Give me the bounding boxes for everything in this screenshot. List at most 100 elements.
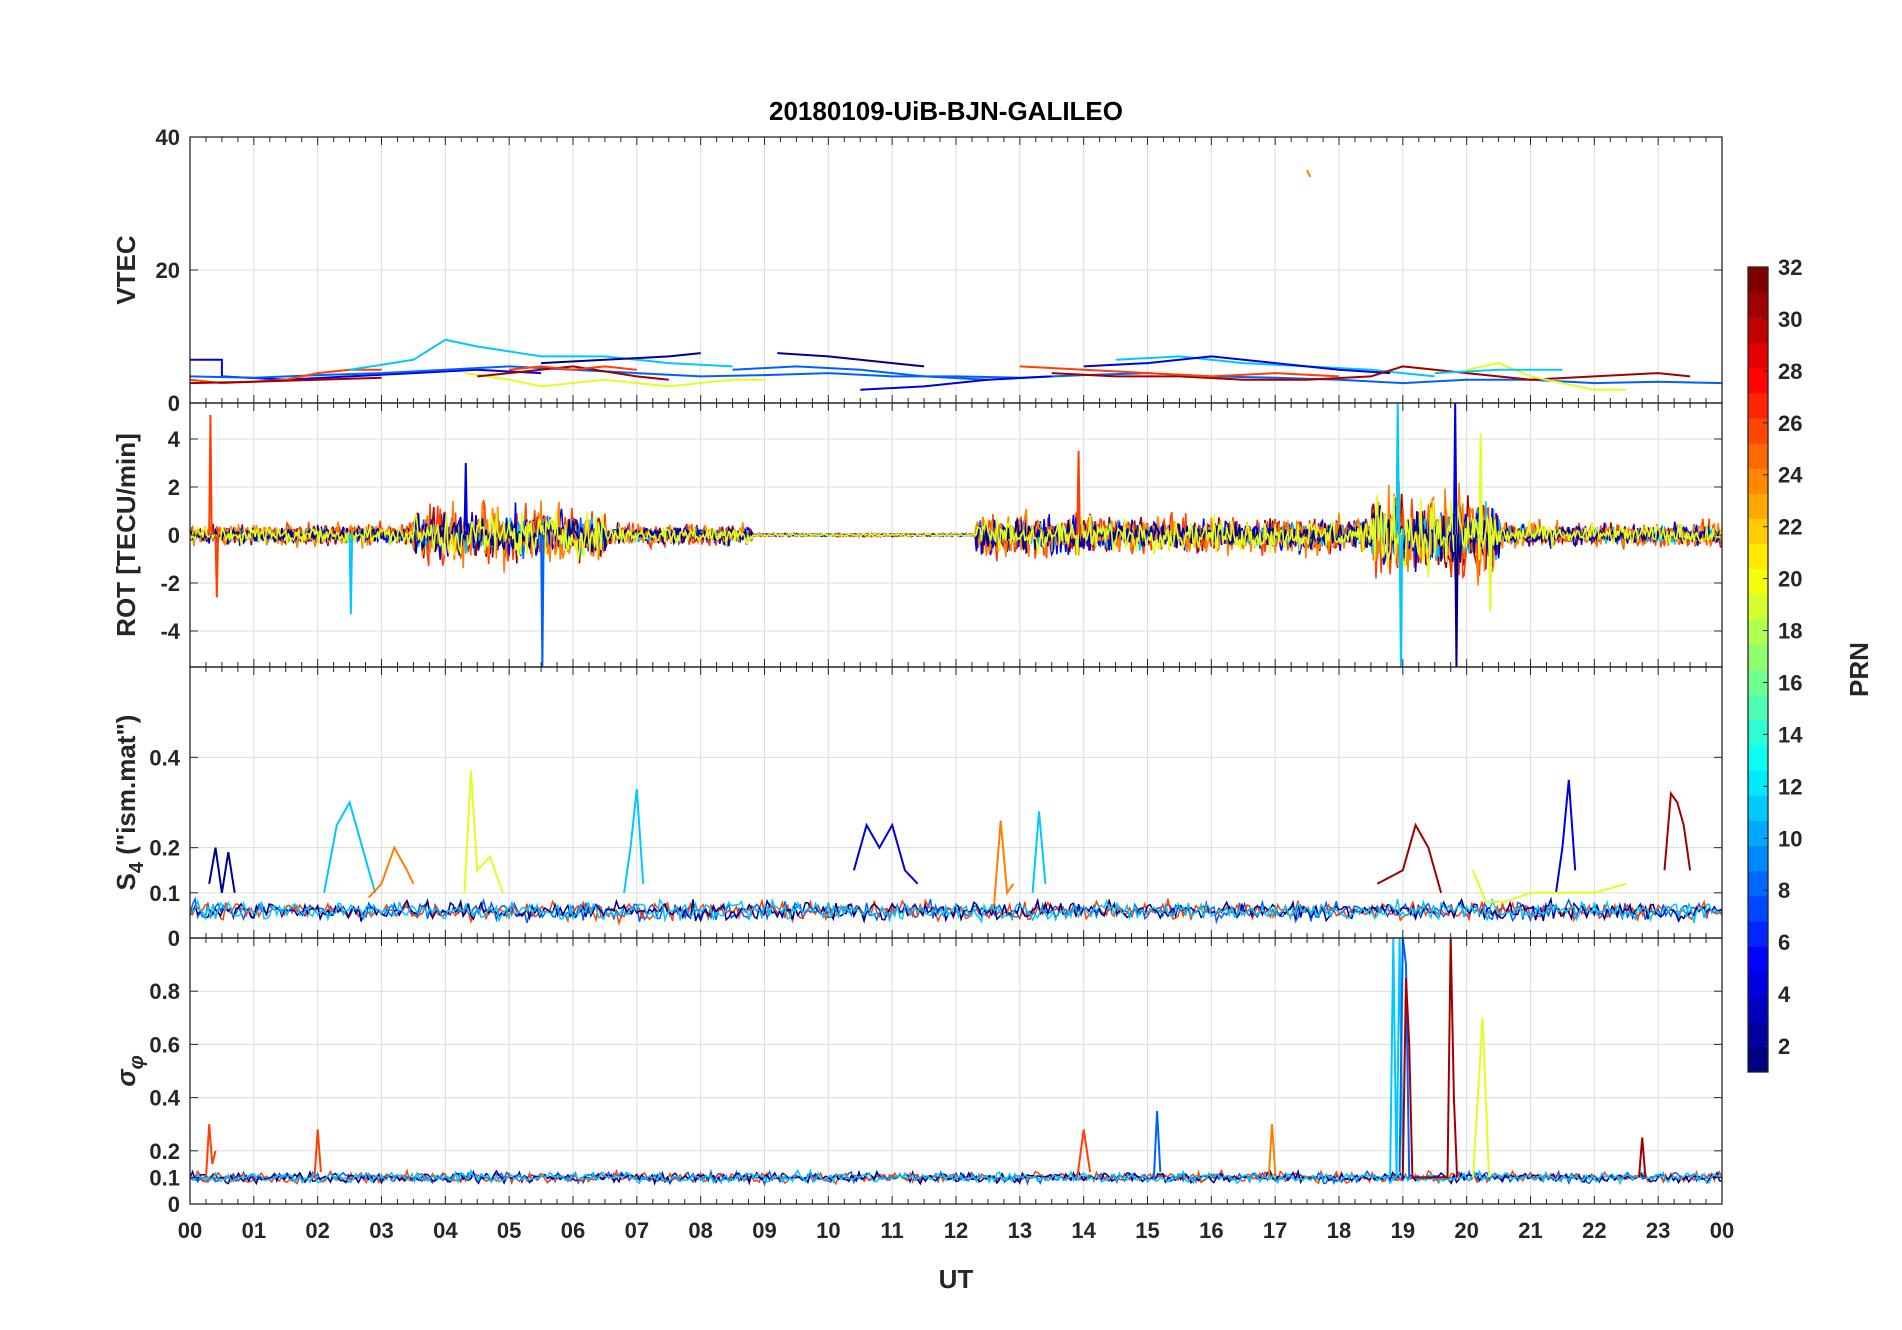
s4-series-prn12 bbox=[323, 799, 377, 894]
rot-spike bbox=[1398, 534, 1404, 667]
colorbar-swatch bbox=[1748, 543, 1768, 570]
vtec-series-prn12 bbox=[1434, 368, 1563, 375]
colorbar-tick-label: 26 bbox=[1778, 411, 1802, 436]
sigphi-series-prn26 bbox=[205, 1124, 217, 1178]
colorbar-swatch bbox=[1748, 493, 1768, 520]
sigphi-floor-series bbox=[190, 1168, 1722, 1186]
colorbar-swatch bbox=[1748, 870, 1768, 897]
rot-spike bbox=[1395, 403, 1400, 536]
s4-series-prn4 bbox=[1555, 779, 1577, 893]
x-axis-label: UT bbox=[939, 1264, 974, 1294]
colorbar-swatch bbox=[1748, 644, 1768, 670]
rot-spike bbox=[1488, 534, 1493, 612]
x-tick-label: 02 bbox=[305, 1218, 329, 1243]
y-tick-label: 20 bbox=[156, 258, 180, 283]
x-tick-label: 08 bbox=[688, 1218, 712, 1243]
s4-series-prn12 bbox=[623, 788, 645, 893]
series-group-rot bbox=[190, 403, 1722, 667]
colorbar-swatch bbox=[1748, 568, 1768, 595]
colorbar-swatch bbox=[1748, 946, 1768, 972]
colorbar-swatch bbox=[1748, 317, 1768, 343]
y-axis-label-sub: φ bbox=[126, 1055, 148, 1069]
y-axis-label-rot: ROT [TECU/min] bbox=[111, 433, 141, 637]
sigphi-series-prn19 bbox=[1472, 1017, 1490, 1178]
colorbar-swatch bbox=[1748, 820, 1768, 847]
rot-series bbox=[190, 494, 1722, 578]
x-tick-label: 00 bbox=[178, 1218, 202, 1243]
y-tick-label: 0.2 bbox=[149, 1139, 180, 1164]
x-tick-label: 18 bbox=[1327, 1218, 1351, 1243]
colorbar-swatch bbox=[1748, 996, 1768, 1023]
colorbar-label: PRN bbox=[1844, 642, 1874, 697]
rot-spike bbox=[1454, 534, 1459, 667]
colorbar-swatch bbox=[1748, 417, 1768, 444]
colorbar-swatch bbox=[1748, 619, 1768, 645]
vtec-series-prn19 bbox=[1466, 362, 1627, 391]
colorbar-swatch bbox=[1748, 1046, 1768, 1073]
colorbar-swatch bbox=[1748, 292, 1768, 318]
y-tick-label: 0 bbox=[168, 523, 180, 548]
colorbar-tick-label: 20 bbox=[1778, 567, 1802, 592]
s4-series-prn24 bbox=[993, 820, 1015, 902]
series-group-sigphi bbox=[190, 938, 1722, 1187]
x-tick-label: 15 bbox=[1135, 1218, 1159, 1243]
colorbar-tick-label: 32 bbox=[1778, 255, 1802, 280]
y-tick-label: 0 bbox=[168, 926, 180, 951]
y-tick-label: 40 bbox=[156, 125, 180, 150]
x-tick-label: 12 bbox=[944, 1218, 968, 1243]
colorbar-swatch bbox=[1748, 744, 1768, 771]
vtec-series-prn30 bbox=[1051, 365, 1691, 381]
s4-floor-series bbox=[190, 897, 1722, 924]
colorbar-swatch bbox=[1748, 443, 1768, 469]
colorbar-tick-label: 16 bbox=[1778, 670, 1802, 695]
x-tick-label: 07 bbox=[625, 1218, 649, 1243]
colorbar-swatch bbox=[1748, 594, 1768, 620]
sigphi-series-prn8 bbox=[1152, 1110, 1162, 1178]
colorbar-swatch bbox=[1748, 971, 1768, 998]
x-tick-label: 03 bbox=[369, 1218, 393, 1243]
y-axis-label-main: S bbox=[111, 873, 141, 890]
y-axis-label-sigphi: σφ bbox=[111, 1055, 148, 1086]
rot-spike bbox=[463, 462, 469, 536]
vtec-series-prn26 bbox=[1019, 365, 1340, 378]
x-tick-label: 10 bbox=[816, 1218, 840, 1243]
colorbar-frame bbox=[1747, 266, 1769, 1073]
series-group-s4 bbox=[190, 770, 1722, 926]
x-tick-label: 16 bbox=[1199, 1218, 1223, 1243]
colorbar-tick-label: 8 bbox=[1778, 878, 1790, 903]
colorbar-swatch bbox=[1748, 669, 1768, 696]
sigphi-series-prn24 bbox=[1267, 1124, 1277, 1178]
colorbar-tick-label: 12 bbox=[1778, 774, 1802, 799]
y-tick-label: 0.1 bbox=[149, 1165, 180, 1190]
rot-spike bbox=[540, 534, 545, 667]
vtec-series-prn30 bbox=[190, 376, 382, 385]
ticks-s4 bbox=[189, 667, 1723, 939]
colorbar-swatch bbox=[1748, 694, 1768, 721]
vtec-series-prn4 bbox=[1083, 355, 1391, 375]
vtec-series-prn4 bbox=[860, 375, 1052, 391]
y-tick-label: 2 bbox=[168, 475, 180, 500]
colorbar-swatch bbox=[1748, 770, 1768, 796]
sigphi-series-prn26 bbox=[313, 1129, 322, 1178]
colorbar-tick-label: 4 bbox=[1778, 982, 1791, 1007]
ticks-rot bbox=[189, 403, 1723, 667]
colorbar-swatch bbox=[1748, 468, 1768, 494]
vtec-series-prn2 bbox=[777, 352, 925, 368]
y-axis-label-rest: ("ism.mat") bbox=[111, 715, 141, 862]
y-tick-label: 0.8 bbox=[149, 979, 180, 1004]
x-tick-label: 06 bbox=[561, 1218, 585, 1243]
colorbar-swatch bbox=[1748, 392, 1768, 419]
y-axis-label-s4: S4 ("ism.mat") bbox=[111, 715, 148, 891]
chart-title: 20180109-UiB-BJN-GALILEO bbox=[769, 96, 1123, 126]
x-tick-label: 17 bbox=[1263, 1218, 1287, 1243]
colorbar-tick-label: 28 bbox=[1778, 359, 1802, 384]
vtec-series-prn4 bbox=[190, 358, 542, 381]
s4-series-prn24 bbox=[367, 845, 415, 899]
sigphi-series-prn12 bbox=[1389, 938, 1404, 1178]
colorbar-swatch bbox=[1748, 921, 1768, 947]
vtec-series-prn24 bbox=[1306, 169, 1312, 178]
s4-series-prn4 bbox=[852, 822, 919, 885]
colorbar-swatch bbox=[1748, 1021, 1768, 1048]
